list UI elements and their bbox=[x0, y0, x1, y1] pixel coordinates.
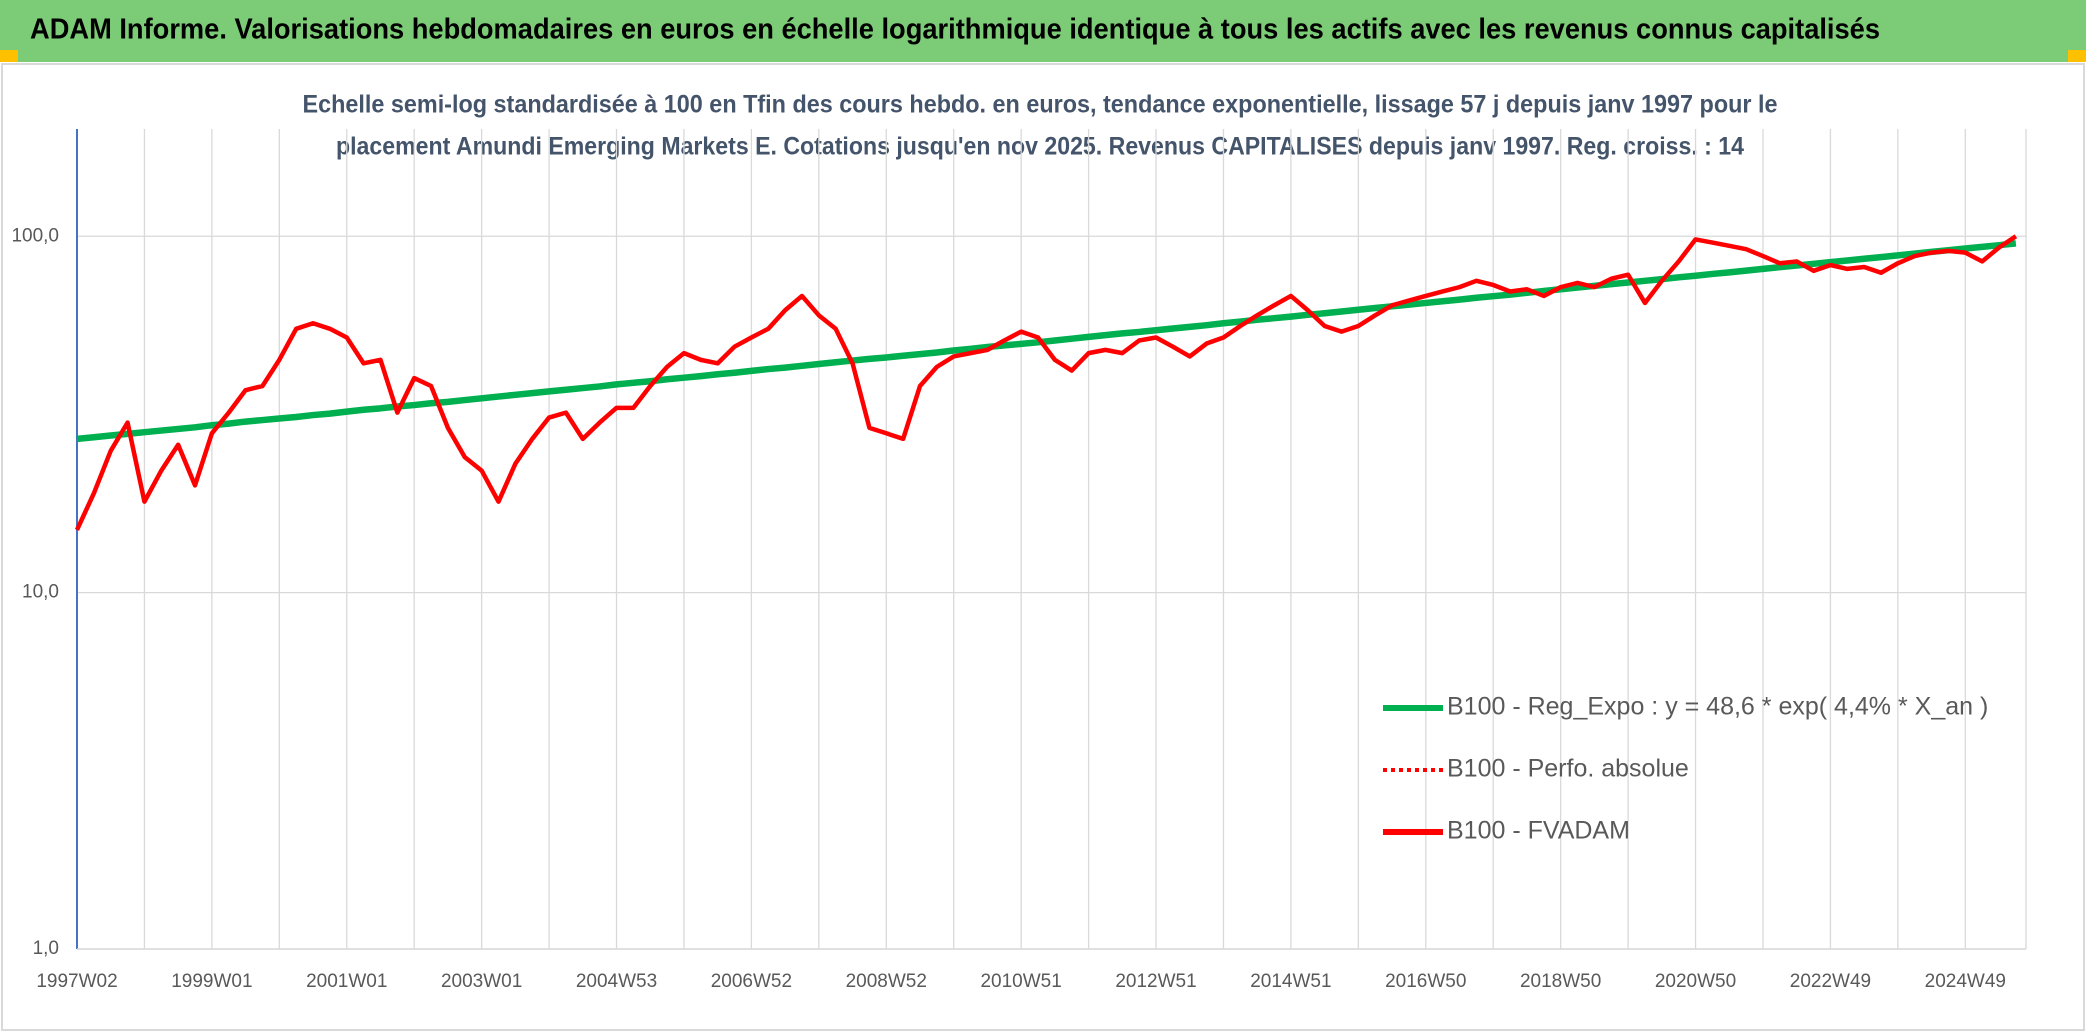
x-tick-label: 1999W01 bbox=[171, 971, 252, 992]
legend-label: B100 - FVADAM bbox=[1447, 817, 1630, 845]
x-tick-label: 2012W51 bbox=[1115, 971, 1196, 992]
x-tick-label: 2004W53 bbox=[576, 971, 657, 992]
y-tick-label: 10,0 bbox=[22, 582, 59, 603]
header-bar bbox=[0, 0, 2086, 62]
x-tick-label: 2014W51 bbox=[1250, 971, 1331, 992]
legend-label: B100 - Perfo. absolue bbox=[1447, 755, 1689, 783]
x-tick-label: 2018W50 bbox=[1520, 971, 1601, 992]
chart-subtitle: Echelle semi-log standardisée à 100 en T… bbox=[303, 91, 1778, 119]
x-tick-label: 2001W01 bbox=[306, 971, 387, 992]
corner-mark bbox=[0, 50, 18, 62]
y-tick-label: 100,0 bbox=[11, 225, 59, 246]
chart-subtitle: placement Amundi Emerging Markets E. Cot… bbox=[336, 133, 1744, 161]
chart-title: ADAM Informe. Valorisations hebdomadaire… bbox=[30, 14, 1880, 46]
x-tick-label: 2008W52 bbox=[846, 971, 927, 992]
x-tick-label: 2003W01 bbox=[441, 971, 522, 992]
x-tick-label: 2020W50 bbox=[1655, 971, 1736, 992]
data-line bbox=[74, 234, 2018, 531]
x-tick-label: 2006W52 bbox=[711, 971, 792, 992]
corner-mark bbox=[2068, 50, 2086, 62]
x-tick-label: 2010W51 bbox=[980, 971, 1061, 992]
legend-label: B100 - Reg_Expo : y = 48,6 * exp( 4,4% *… bbox=[1447, 693, 1988, 721]
x-tick-label: 2022W49 bbox=[1790, 971, 1871, 992]
y-tick-label: 1,0 bbox=[33, 938, 59, 959]
chart-frame bbox=[1, 63, 2085, 1031]
x-tick-label: 1997W02 bbox=[36, 971, 117, 992]
x-tick-label: 2024W49 bbox=[1925, 971, 2006, 992]
x-tick-label: 2016W50 bbox=[1385, 971, 1466, 992]
